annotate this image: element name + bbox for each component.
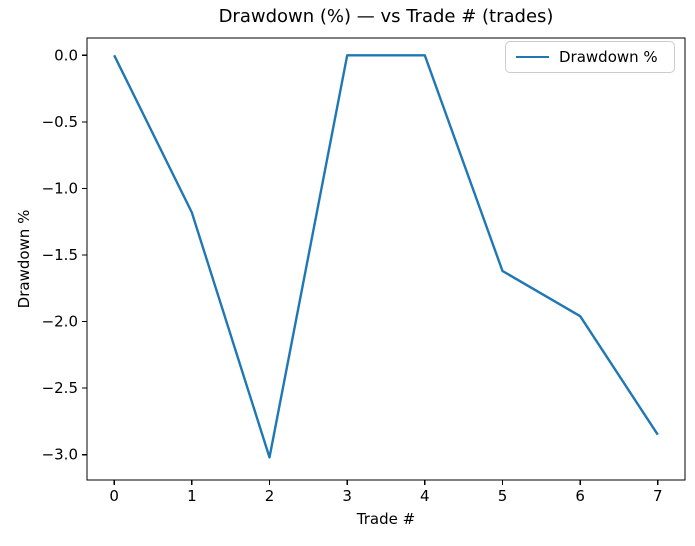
chart-title: Drawdown (%) — vs Trade # (trades) — [218, 6, 554, 27]
legend-line-swatch — [516, 56, 549, 58]
y-tick-label: −1.5 — [42, 246, 78, 264]
legend-label: Drawdown % — [559, 48, 658, 66]
x-tick-label: 1 — [187, 487, 197, 505]
data-line — [113, 54, 659, 459]
y-axis-label: Drawdown % — [15, 209, 33, 309]
y-tick-label: 0.0 — [54, 46, 78, 64]
x-tick-label: 2 — [265, 487, 275, 505]
x-axis-label: Trade # — [356, 510, 416, 528]
y-tick-label: −2.0 — [42, 313, 78, 331]
y-tick-label: −3.0 — [42, 446, 78, 464]
x-tick-label: 7 — [653, 487, 663, 505]
y-tick-label: −1.0 — [42, 179, 78, 197]
legend: Drawdown % — [505, 41, 675, 73]
axes-frame — [86, 37, 686, 481]
x-tick-label: 4 — [420, 487, 430, 505]
x-tick-label: 0 — [109, 487, 119, 505]
x-tick-label: 3 — [342, 487, 352, 505]
y-tick-label: −2.5 — [42, 379, 78, 397]
x-tick-label: 6 — [575, 487, 585, 505]
x-tick-label: 5 — [498, 487, 508, 505]
y-tick-label: −0.5 — [42, 113, 78, 131]
